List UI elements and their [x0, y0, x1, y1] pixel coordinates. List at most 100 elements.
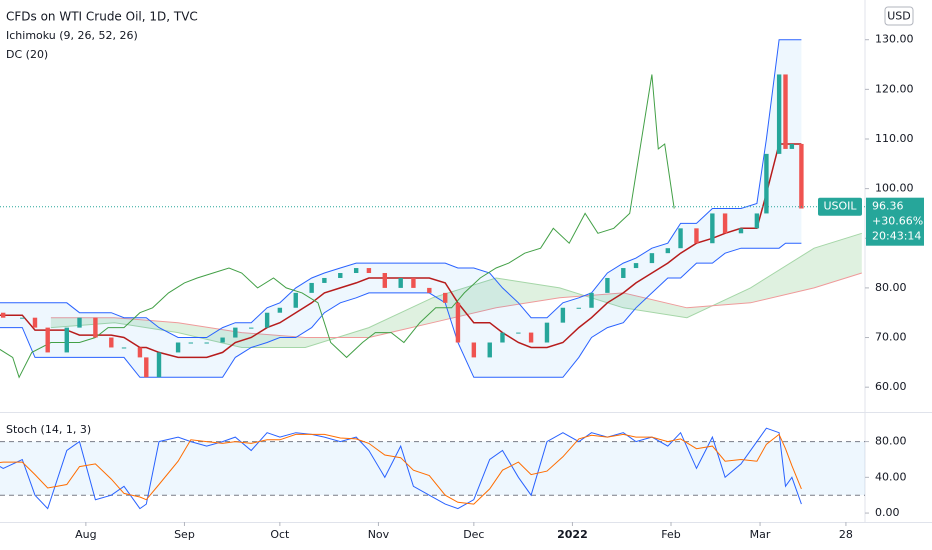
candle	[382, 273, 387, 288]
candle	[20, 317, 25, 319]
candle	[544, 322, 550, 343]
candle	[109, 337, 114, 348]
x-tick-label: Aug	[75, 528, 96, 541]
candle	[144, 357, 149, 378]
candle	[398, 277, 403, 288]
candle	[0, 312, 6, 318]
indicator-label: Ichimoku (9, 26, 52, 26)	[6, 29, 138, 42]
indicator-label: DC (20)	[6, 48, 48, 61]
leading-span-a	[50, 232, 862, 348]
candle	[754, 213, 760, 229]
leading-span-b	[50, 272, 862, 338]
candle	[471, 342, 477, 358]
candle	[665, 248, 671, 254]
candle	[233, 327, 238, 338]
candle	[738, 228, 744, 234]
candle	[799, 143, 804, 209]
base-line	[0, 143, 802, 359]
y-tick-label: 40.00	[875, 470, 907, 483]
y-tick-label: 80.00	[875, 435, 907, 448]
candle	[516, 332, 521, 334]
donchian-fill	[0, 39, 802, 378]
x-tick-label: Sep	[174, 528, 195, 541]
candle	[93, 317, 98, 338]
candle	[293, 292, 298, 308]
candle	[137, 347, 143, 358]
candle	[64, 327, 69, 353]
candle	[32, 317, 38, 328]
candle	[121, 347, 127, 349]
change-label: +30.66%	[872, 215, 923, 228]
y-tick-label: 100.00	[875, 182, 914, 195]
stoch-line	[0, 427, 802, 510]
symbol-box	[818, 197, 862, 216]
candle	[694, 228, 699, 244]
candle	[220, 337, 225, 343]
stoch-band-fill	[0, 441, 865, 496]
candle	[764, 153, 769, 214]
y-tick-label: 70.00	[875, 331, 907, 344]
donchian-band	[0, 242, 802, 378]
candle	[783, 74, 788, 149]
lagging-span	[0, 74, 675, 379]
y-tick-label: 110.00	[875, 132, 914, 145]
plot-area	[0, 39, 865, 510]
candle	[576, 307, 581, 309]
candle	[175, 342, 181, 353]
x-tick-label: Oct	[270, 528, 290, 541]
candle	[710, 213, 715, 244]
candle	[338, 273, 343, 278]
candle	[605, 277, 610, 293]
candle	[309, 282, 314, 293]
currency-button[interactable]	[884, 6, 914, 26]
candle	[789, 143, 795, 149]
x-tick-label: 2022	[557, 528, 588, 541]
x-tick-label: Nov	[368, 528, 390, 541]
candle	[277, 307, 283, 313]
stoch-line	[0, 433, 802, 505]
candle	[366, 268, 372, 274]
donchian-band	[0, 39, 802, 338]
candle	[528, 332, 534, 343]
price-label: 96.36	[872, 200, 904, 213]
candle	[77, 317, 82, 328]
candle	[776, 74, 782, 154]
candle	[45, 327, 50, 353]
candle	[678, 228, 683, 249]
candle	[249, 327, 254, 329]
currency[interactable]: USD	[887, 10, 911, 23]
candle	[156, 352, 162, 378]
y-tick-label: 120.00	[875, 82, 914, 95]
y-tick-label: 80.00	[875, 281, 907, 294]
chart-title: CFDs on WTI Crude Oil, 1D, TVC	[6, 10, 198, 24]
x-tick-label: Mar	[750, 528, 771, 541]
candle	[487, 342, 492, 358]
candle	[722, 213, 728, 234]
candle	[589, 292, 594, 308]
candle	[353, 268, 359, 274]
y-tick-label: 60.00	[875, 380, 907, 393]
countdown-label: 20:43:14	[872, 230, 921, 243]
candle	[411, 277, 416, 288]
x-tick-label: Feb	[661, 528, 680, 541]
x-tick-label: Dec	[463, 528, 484, 541]
candle	[633, 263, 639, 269]
x-tick-label: 28	[839, 528, 853, 541]
candle	[443, 292, 448, 303]
candle	[427, 287, 432, 293]
candle	[621, 268, 626, 278]
candle	[500, 332, 505, 343]
candle	[264, 312, 270, 328]
symbol-label: USOIL	[823, 200, 857, 213]
candle	[188, 342, 194, 344]
indicator-label: Stoch (14, 1, 3)	[6, 423, 91, 436]
candle	[560, 307, 566, 323]
candle	[204, 342, 209, 344]
y-tick-label: 0.00	[875, 506, 900, 519]
candle	[649, 253, 655, 264]
candle	[322, 277, 327, 283]
price-box	[866, 197, 924, 246]
candle	[455, 302, 461, 343]
y-tick-label: 130.00	[875, 33, 914, 46]
